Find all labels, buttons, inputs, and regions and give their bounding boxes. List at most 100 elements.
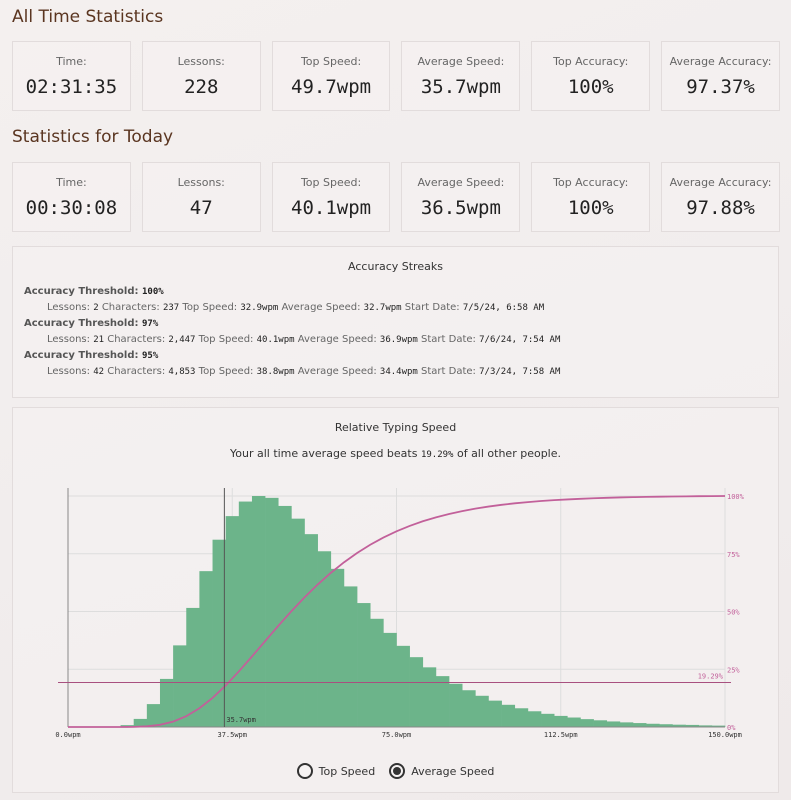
stat-value: 100% [567, 76, 614, 98]
start-date-value: 7/3/24, 7:58 AM [479, 367, 561, 377]
histogram-bar [554, 715, 568, 727]
avg-speed-value: 36.9wpm [379, 335, 418, 345]
stat-label: Average Accuracy: [669, 176, 772, 189]
histogram-bar [685, 724, 700, 727]
histogram-bar [146, 704, 161, 727]
stat-label: Time: [56, 55, 87, 68]
histogram-bar [291, 518, 305, 727]
top-speed-value: 32.9wpm [240, 303, 279, 313]
stat-card-lessons: Lessons: 47 [141, 162, 261, 232]
histogram-bar [225, 516, 240, 727]
histogram-bar [698, 725, 713, 727]
characters-value: 237 [162, 303, 180, 313]
y2-tick-label: 50% [727, 609, 740, 617]
histogram-bar [159, 678, 174, 727]
today-heading: Statistics for Today [12, 127, 174, 147]
histogram-bar [357, 603, 371, 727]
radio-circle[interactable] [296, 763, 313, 779]
top-speed-label: Top Speed: [198, 334, 254, 345]
threshold-label: Accuracy Threshold: [24, 286, 139, 297]
threshold-label: Accuracy Threshold: [24, 318, 139, 329]
cumulative-percentile-line [68, 495, 726, 728]
histogram-bar [514, 708, 529, 727]
histogram-bar [435, 676, 450, 727]
stat-card-time: Time: 00:30:08 [12, 162, 131, 232]
x-tick-label: 0.0wpm [55, 731, 80, 739]
radio-circle[interactable] [389, 763, 406, 779]
radio-label: Top Speed [318, 764, 376, 778]
histogram-bar [711, 725, 726, 727]
start-date-value: 7/6/24, 7:54 AM [479, 335, 561, 345]
stat-value: 47 [189, 197, 213, 219]
stat-card-top-speed: Top Speed: 40.1wpm [271, 162, 391, 232]
histogram-bar [133, 718, 148, 727]
stat-label: Time: [56, 176, 87, 189]
all-time-stats: Time: 02:31:35 Lessons: 228 Top Speed: 49.7… [12, 41, 780, 111]
stat-value: 36.5wpm [420, 197, 501, 219]
streak-details: Lessons: 21 Characters: 2,447 Top Speed:… [47, 334, 778, 345]
avg-speed-value: 34.4wpm [379, 367, 418, 377]
stat-label: Top Accuracy: [553, 176, 629, 189]
stat-card-top-speed: Top Speed: 49.7wpm [271, 41, 391, 111]
histogram-bar [488, 700, 502, 727]
lessons-value: 21 [93, 335, 105, 345]
stat-value: 100% [567, 197, 614, 219]
relative-speed-panel: Relative Typing Speed Your all time aver… [12, 407, 779, 793]
stat-card-top-accuracy: Top Accuracy: 100% [531, 41, 651, 111]
histogram-bar [659, 724, 673, 727]
stat-card-average-accuracy: Average Accuracy: 97.88% [661, 162, 780, 232]
streaks-title: Accuracy Streaks [348, 260, 443, 273]
lessons-label: Lessons: [47, 302, 91, 313]
stat-label: Top Speed: [300, 176, 362, 189]
histogram-bar [646, 723, 660, 727]
stat-value: 97.88% [686, 197, 755, 219]
radio-top-speed[interactable]: Top Speed [296, 763, 376, 779]
stat-card-top-accuracy: Top Accuracy: 100% [531, 162, 651, 232]
start-date-label: Start Date: [421, 334, 476, 345]
streak-threshold: Accuracy Threshold: 97% [24, 318, 778, 329]
stat-value: 228 [184, 76, 219, 98]
threshold-value: 95% [142, 351, 159, 361]
histogram-bar [251, 496, 266, 727]
histogram-bar [370, 618, 384, 727]
histogram-bar [383, 632, 397, 727]
stat-label: Top Speed: [300, 55, 362, 68]
histogram-bar [501, 704, 516, 727]
histogram-bar [672, 724, 686, 727]
avg-speed-label: Average Speed: [281, 302, 361, 313]
avg-speed-value: 32.7wpm [363, 303, 402, 313]
x-tick-label: 150.0wpm [708, 731, 742, 739]
characters-label: Characters: [107, 334, 166, 345]
radio-label: Average Speed [411, 764, 495, 778]
stat-value: 00:30:08 [25, 197, 118, 219]
y2-tick-label: 0% [727, 724, 736, 732]
streak-threshold: Accuracy Threshold: 95% [24, 350, 778, 361]
lessons-value: 42 [93, 367, 105, 377]
lessons-value: 2 [93, 303, 99, 313]
start-date-label: Start Date: [421, 366, 476, 377]
histogram-bar [304, 534, 318, 727]
start-date-label: Start Date: [404, 302, 460, 313]
speed-distribution-chart: 35.7wpm 19.29% 0.0wpm 37.5wpm 75.0wpm 112.5wp… [55, 488, 745, 739]
histogram-bar [619, 722, 634, 727]
top-speed-label: Top Speed: [182, 302, 238, 313]
radio-average-speed[interactable]: Average Speed [389, 763, 494, 779]
histogram-bar [343, 586, 358, 727]
histogram-bar [278, 505, 292, 727]
stat-card-time: Time: 02:31:35 [12, 41, 131, 111]
streak-details: Lessons: 2 Characters: 237 Top Speed: 32… [47, 302, 778, 313]
histogram-bar [409, 657, 424, 727]
threshold-value: 97% [142, 319, 159, 329]
characters-label: Characters: [101, 302, 160, 313]
summary-suffix: of all other people. [456, 447, 562, 460]
streak-details: Lessons: 42 Characters: 4,853 Top Speed:… [47, 366, 778, 377]
summary-value: 19.29% [420, 450, 454, 460]
stat-label: Average Speed: [417, 176, 505, 189]
accuracy-streaks-panel: Accuracy Streaks Accuracy Threshold: 100… [12, 246, 779, 398]
y2-tick-label: 25% [727, 666, 740, 674]
stat-label: Lessons: [177, 176, 225, 189]
stat-card-average-speed: Average Speed: 35.7wpm [401, 41, 521, 111]
histogram-bar [265, 497, 279, 727]
stat-label: Average Accuracy: [669, 55, 772, 68]
avg-speed-label: Average Speed: [297, 334, 377, 345]
